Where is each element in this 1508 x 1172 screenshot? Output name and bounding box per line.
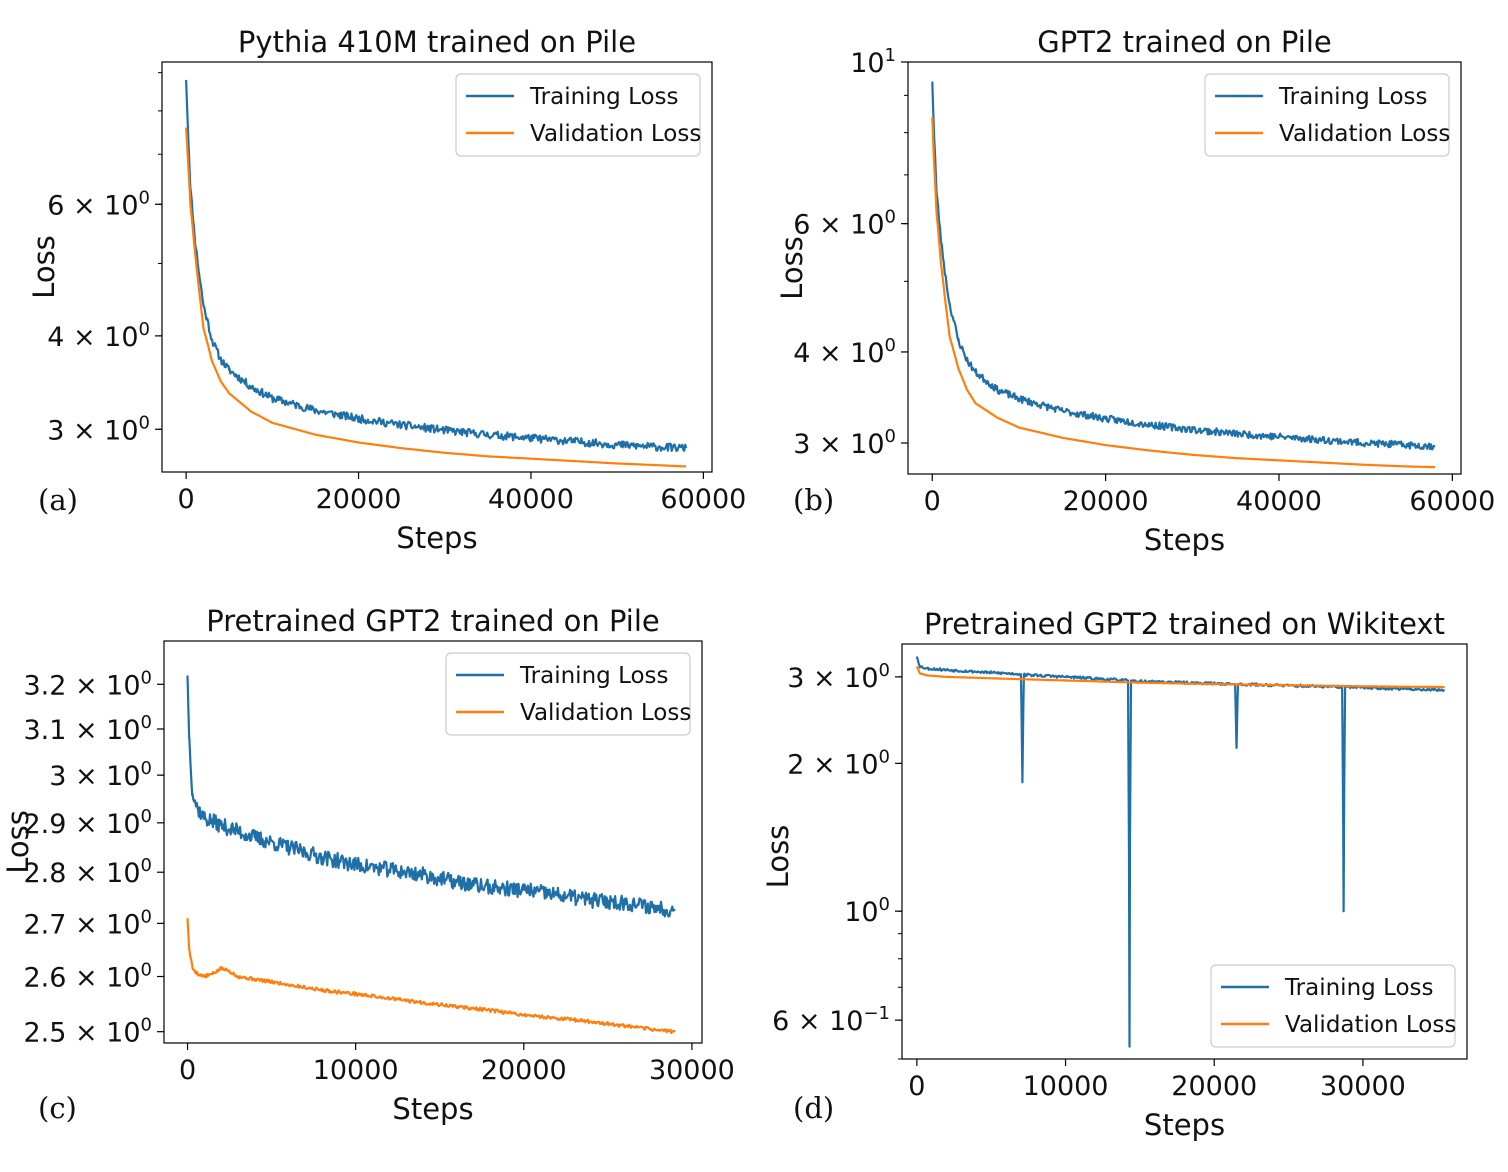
legend-box — [445, 652, 691, 736]
x-tick-label: 30000 — [1320, 1071, 1406, 1102]
legend-training-label: Training Loss — [519, 663, 669, 689]
x-tick-label: 10000 — [1023, 1071, 1109, 1102]
panel-label: (a) — [38, 483, 78, 517]
axes-frame — [161, 61, 713, 473]
legend-box — [1204, 73, 1450, 157]
y-tick-label: 4 × 100 — [793, 335, 896, 369]
y-axis-label: Loss — [1, 810, 35, 874]
legend-box — [1210, 964, 1456, 1048]
y-axis-label: Loss — [761, 825, 795, 889]
x-tick-label: 20000 — [316, 484, 402, 515]
y-tick-label: 2.5 × 100 — [23, 1015, 152, 1049]
x-tick-label: 0 — [924, 486, 941, 517]
legend: Training Loss Validation Loss — [1210, 964, 1456, 1048]
panel-label: (c) — [38, 1091, 77, 1125]
chart-title: Pretrained GPT2 trained on Wikitext — [924, 607, 1445, 641]
y-tick-label: 2.7 × 100 — [23, 906, 152, 940]
x-axis-label: Steps — [392, 1092, 473, 1126]
y-axis-label: Loss — [27, 235, 61, 299]
x-tick-label: 0 — [908, 1071, 925, 1102]
y-axis-label: Loss — [775, 236, 809, 300]
training-loss-line-2 — [931, 81, 1436, 451]
legend-validation-label: Validation Loss — [1285, 1012, 1456, 1038]
x-tick-label: 0 — [178, 484, 195, 515]
x-tick-label: 40000 — [1236, 486, 1322, 517]
x-axis-label: Steps — [1144, 523, 1225, 557]
x-tick-label: 60000 — [660, 484, 746, 515]
panel-label: (b) — [793, 483, 834, 517]
legend: Training Loss Validation Loss — [445, 652, 691, 736]
chart-title: GPT2 trained on Pile — [1037, 25, 1331, 59]
chart-panel-2: 0 20000 40000 60000 101 6 × 100 4 × 100 3 × 100… — [775, 25, 1495, 557]
x-tick-label: 30000 — [649, 1055, 735, 1086]
panel-label: (d) — [793, 1091, 834, 1125]
validation-loss-line-4 — [915, 666, 1445, 689]
axes-frame — [907, 61, 1462, 475]
y-tick-label: 2.8 × 100 — [23, 855, 152, 889]
y-tick-label: 2.6 × 100 — [23, 960, 152, 994]
x-tick-label: 20000 — [1063, 486, 1149, 517]
training-loss-line-3 — [186, 675, 676, 918]
y-tick-label: 101 — [850, 45, 896, 79]
y-tick-label: 6 × 100 — [793, 207, 896, 241]
y-tick-label: 3.1 × 100 — [23, 712, 152, 746]
legend-training-label: Training Loss — [529, 84, 679, 110]
chart-panel-1: 0 20000 40000 60000 6 × 100 4 × 100 3 × 100 Pyt… — [27, 25, 746, 555]
legend-validation-label: Validation Loss — [520, 700, 691, 726]
y-tick-label: 6 × 100 — [47, 187, 150, 221]
x-tick-label: 20000 — [481, 1055, 567, 1086]
training-loss-line-1 — [185, 79, 688, 452]
axes-frame — [901, 643, 1468, 1060]
y-tick-label: 3 × 100 — [787, 660, 890, 694]
x-axis-label: Steps — [396, 521, 477, 555]
y-tick-label: 4 × 100 — [47, 319, 150, 353]
chart-title: Pythia 410M trained on Pile — [238, 25, 636, 59]
validation-loss-line-3 — [186, 918, 676, 1035]
legend: Training Loss Validation Loss — [1204, 73, 1450, 157]
y-tick-label: 6 × 10−1 — [772, 1003, 890, 1037]
y-tick-label: 3 × 100 — [47, 412, 150, 446]
legend: Training Loss Validation Loss — [455, 73, 701, 157]
x-tick-label: 40000 — [488, 484, 574, 515]
legend-training-label: Training Loss — [1278, 84, 1428, 110]
legend-validation-label: Validation Loss — [1279, 121, 1450, 147]
x-axis-label: Steps — [1144, 1108, 1225, 1142]
x-tick-label: 20000 — [1171, 1071, 1257, 1102]
validation-loss-line-1 — [185, 127, 687, 468]
x-tick-label: 60000 — [1409, 486, 1495, 517]
y-tick-label: 100 — [844, 894, 890, 928]
chart-title: Pretrained GPT2 trained on Pile — [206, 604, 660, 638]
chart-panel-3: 0 10000 20000 30000 3.2 × 100 3.1 × 100 3 × 10… — [1, 604, 735, 1126]
axes-frame — [163, 640, 703, 1044]
y-tick-label: 3.2 × 100 — [23, 667, 152, 701]
y-tick-label: 3 × 100 — [49, 758, 152, 792]
legend-box — [455, 73, 701, 157]
x-tick-label: 10000 — [313, 1055, 399, 1086]
y-tick-label: 3 × 100 — [793, 426, 896, 460]
legend-validation-label: Validation Loss — [530, 121, 701, 147]
chart-panel-4: 0 10000 20000 30000 3 × 100 2 × 100 100 6 × 10−… — [761, 607, 1468, 1142]
y-tick-label: 2.9 × 100 — [23, 806, 152, 840]
legend-training-label: Training Loss — [1284, 975, 1434, 1001]
y-tick-label: 2 × 100 — [787, 746, 890, 780]
validation-loss-line-2 — [931, 117, 1436, 469]
x-tick-label: 0 — [179, 1055, 196, 1086]
